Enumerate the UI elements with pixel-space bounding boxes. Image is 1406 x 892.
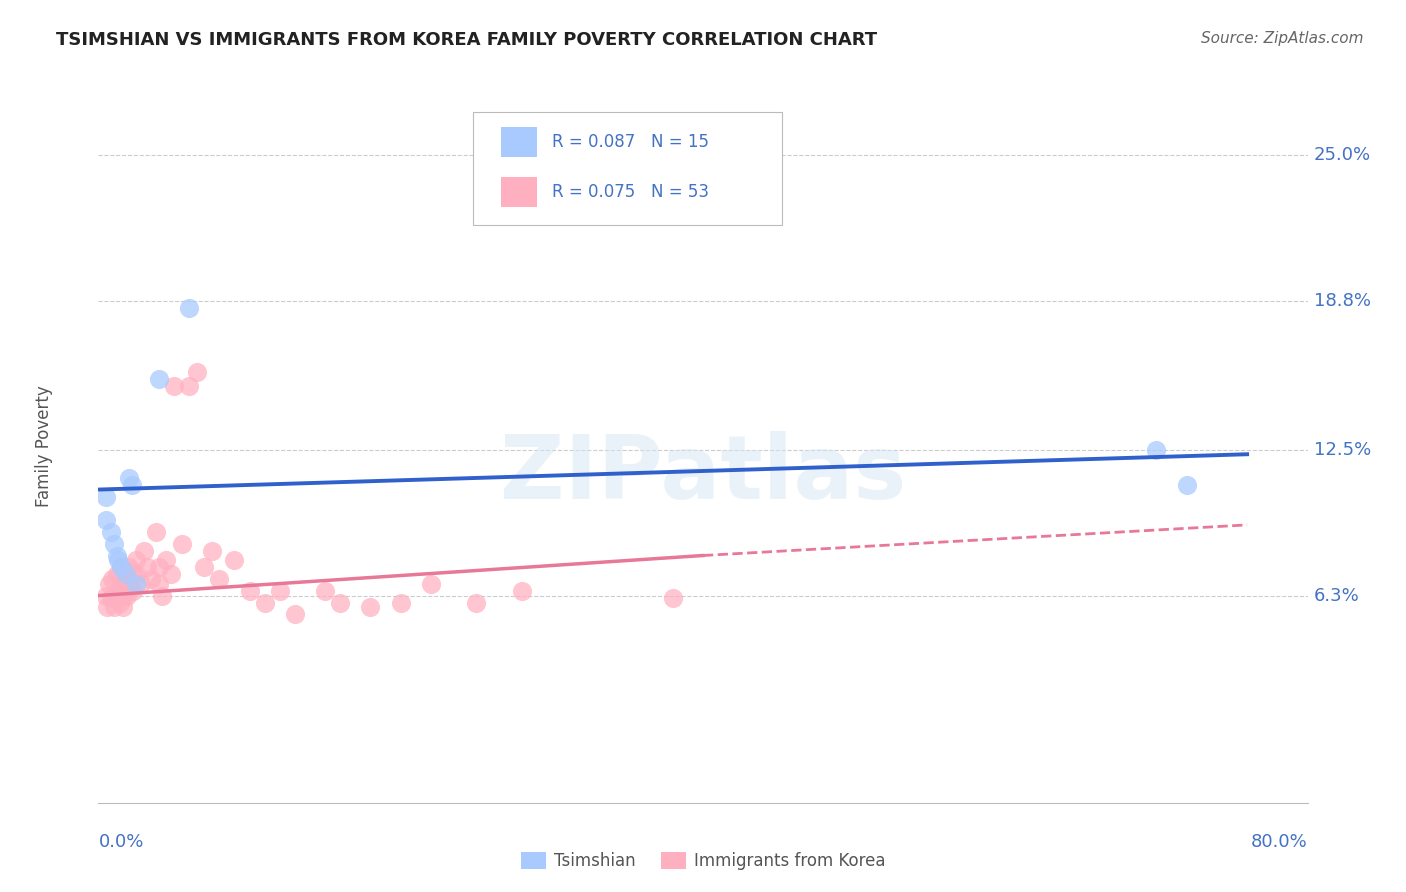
Point (155, 553, 177, 567)
Text: Source: ZipAtlas.com: Source: ZipAtlas.com (1201, 31, 1364, 46)
Point (1144, 442, 1167, 457)
Point (103, 589, 125, 603)
Point (177, 301, 201, 316)
Point (98, 576, 121, 591)
Text: TSIMSHIAN VS IMMIGRANTS FROM KOREA FAMILY POVERTY CORRELATION CHART: TSIMSHIAN VS IMMIGRANTS FROM KOREA FAMIL… (56, 31, 877, 49)
Point (114, 576, 136, 591)
Text: 18.8%: 18.8% (1313, 293, 1371, 310)
Point (186, 365, 208, 379)
Point (103, 600, 125, 615)
Point (224, 553, 246, 567)
FancyBboxPatch shape (501, 177, 537, 207)
Point (105, 567, 128, 582)
Point (101, 572, 124, 586)
Point (135, 560, 157, 574)
Text: 12.5%: 12.5% (1313, 441, 1371, 458)
Point (115, 589, 138, 603)
Point (118, 576, 141, 591)
Point (419, 576, 441, 591)
Text: 80.0%: 80.0% (1251, 833, 1308, 851)
Point (110, 560, 132, 574)
Point (103, 537, 125, 551)
Text: R = 0.075   N = 53: R = 0.075 N = 53 (551, 183, 709, 201)
Point (100, 524, 122, 539)
Point (122, 583, 145, 598)
Point (148, 372, 170, 386)
Text: Family Poverty: Family Poverty (35, 385, 53, 507)
Point (1175, 478, 1198, 492)
Point (105, 549, 128, 563)
Point (94, 589, 117, 603)
Point (114, 567, 136, 582)
Point (118, 560, 141, 574)
Legend: Tsimshian, Immigrants from Korea: Tsimshian, Immigrants from Korea (515, 845, 891, 877)
Point (177, 379, 201, 393)
Point (661, 591, 683, 605)
Text: 6.3%: 6.3% (1313, 587, 1360, 605)
Point (314, 583, 336, 598)
Point (96, 600, 118, 615)
Point (129, 576, 152, 591)
Point (94, 490, 117, 504)
Point (239, 583, 262, 598)
Point (125, 567, 148, 582)
Point (160, 567, 183, 582)
Point (145, 524, 167, 539)
Point (107, 583, 129, 598)
Point (284, 607, 307, 622)
Point (94, 513, 117, 527)
FancyBboxPatch shape (474, 112, 782, 225)
Point (360, 600, 382, 615)
Text: 0.0%: 0.0% (98, 833, 143, 851)
Point (121, 565, 143, 579)
Point (125, 576, 148, 591)
Point (107, 553, 129, 567)
Point (132, 543, 155, 558)
Point (193, 560, 215, 574)
Point (510, 583, 533, 598)
Point (114, 567, 136, 582)
Point (125, 553, 148, 567)
Point (100, 591, 122, 605)
Point (111, 600, 134, 615)
Point (148, 560, 170, 574)
Text: R = 0.087   N = 15: R = 0.087 N = 15 (551, 133, 709, 151)
Point (141, 572, 163, 586)
Point (170, 537, 193, 551)
Text: 25.0%: 25.0% (1313, 146, 1371, 164)
Point (110, 576, 132, 591)
Text: ZIPatlas: ZIPatlas (501, 431, 905, 518)
FancyBboxPatch shape (501, 127, 537, 157)
Point (329, 596, 352, 610)
Point (389, 596, 412, 610)
Point (108, 596, 131, 610)
Point (150, 589, 173, 603)
Point (208, 572, 231, 586)
Point (121, 478, 143, 492)
Point (201, 543, 224, 558)
Point (148, 576, 170, 591)
Point (112, 589, 135, 603)
Point (253, 596, 276, 610)
Point (110, 560, 132, 574)
Point (163, 379, 186, 393)
Point (465, 596, 488, 610)
Point (118, 471, 141, 485)
Point (269, 583, 291, 598)
